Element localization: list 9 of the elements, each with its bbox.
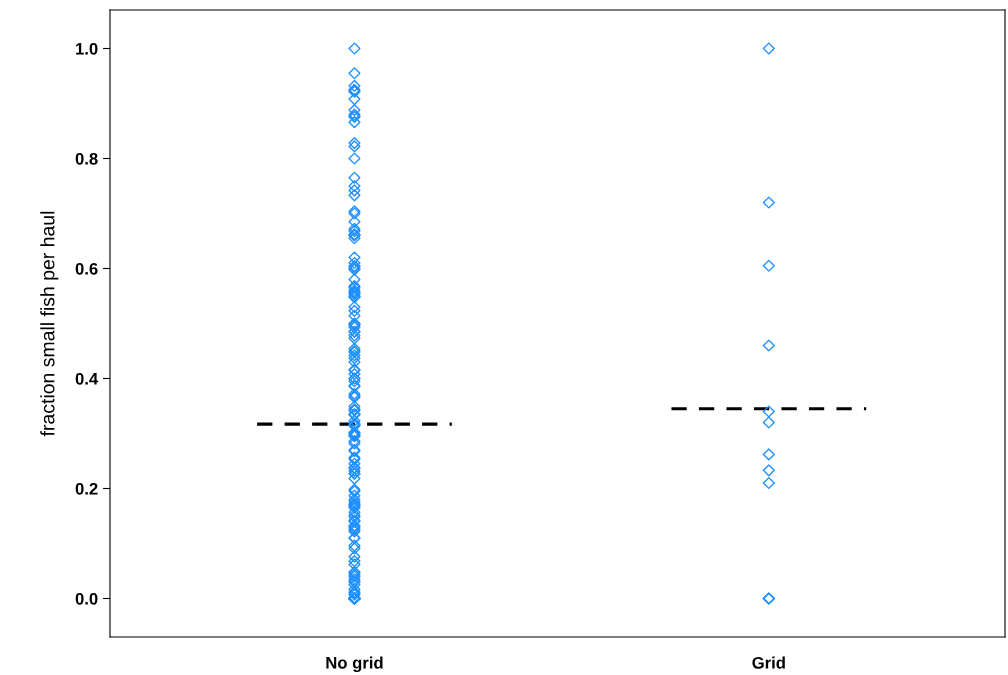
y-tick-label: 0.4 bbox=[75, 372, 99, 385]
y-tick-label: 0.0 bbox=[75, 592, 98, 605]
y-axis-title: fraction small fish per haul bbox=[40, 211, 59, 437]
x-tick-label: No grid bbox=[326, 656, 383, 673]
y-tick-label: 0.8 bbox=[75, 152, 98, 165]
y-tick-label: 1.0 bbox=[76, 42, 98, 55]
y-tick-label: 0.2 bbox=[75, 482, 98, 495]
y-tick-label: 0.6 bbox=[75, 262, 98, 275]
x-tick-label: Grid bbox=[752, 656, 785, 669]
